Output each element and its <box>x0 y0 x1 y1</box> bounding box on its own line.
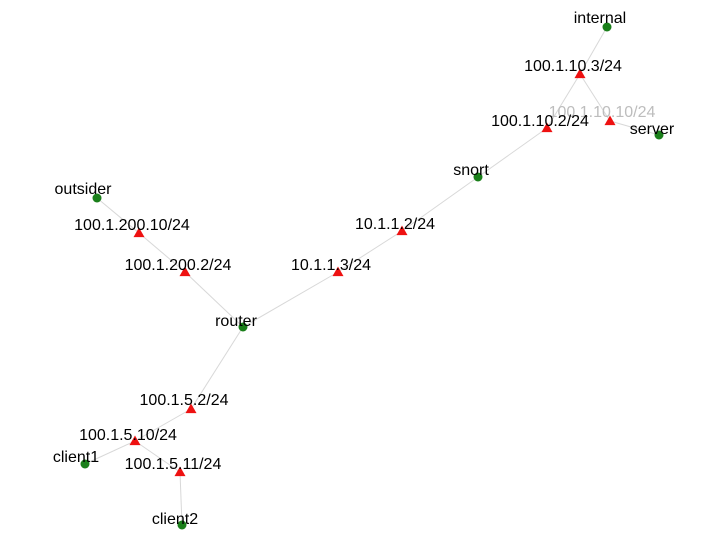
link-internal-to-if-100-1-10-3 <box>579 26 608 75</box>
link-if-100-1-5-2-to-if-100-1-5-10 <box>134 408 192 442</box>
host-label-internal: internal <box>574 10 626 27</box>
link-if-10-1-1-2-to-if-10-1-1-3 <box>337 230 403 273</box>
interface-label-if-100-1-10-2: 100.1.10.2/24 <box>491 113 589 130</box>
link-if-100-1-5-10-to-if-100-1-5-11 <box>134 440 181 473</box>
host-label-router: router <box>215 313 257 330</box>
host-node-internal[interactable] <box>602 22 612 32</box>
host-node-server[interactable] <box>654 130 664 140</box>
link-if-100-1-10-10-to-server <box>609 120 660 136</box>
link-if-100-1-200-10-to-if-100-1-200-2 <box>138 232 186 273</box>
host-label-snort: snort <box>453 162 489 179</box>
interface-label-if-100-1-5-10: 100.1.5.10/24 <box>79 427 177 444</box>
link-if-100-1-5-10-to-client1 <box>84 440 136 465</box>
host-node-client2[interactable] <box>177 520 187 530</box>
link-if-100-1-10-3-to-if-100-1-10-2 <box>546 73 581 129</box>
interface-label-if-10-1-1-3: 10.1.1.3/24 <box>291 257 371 274</box>
host-node-outsider[interactable] <box>92 193 102 203</box>
interface-node-if-10-1-1-3[interactable] <box>332 266 344 277</box>
link-router-to-if-100-1-5-2 <box>190 326 244 410</box>
interface-node-if-100-1-200-10[interactable] <box>133 227 145 238</box>
edges-layer <box>84 26 660 526</box>
interface-node-if-100-1-10-2[interactable] <box>541 122 553 133</box>
interface-label-if-10-1-1-2: 10.1.1.2/24 <box>355 216 435 233</box>
interface-label-if-100-1-200-2: 100.1.200.2/24 <box>125 257 232 274</box>
host-label-client2: client2 <box>152 511 198 528</box>
labels-layer: 100.1.10.3/24 100.1.10.2/24 10.1.1.2/24 10.… <box>53 10 675 528</box>
interface-label-if-100-1-200-10: 100.1.200.10/24 <box>74 217 190 234</box>
link-if-100-1-5-11-to-client2 <box>179 471 183 526</box>
link-if-10-1-1-3-to-router <box>242 271 339 328</box>
host-node-client1[interactable] <box>80 459 90 469</box>
interface-node-if-100-1-10-10[interactable] <box>604 115 616 126</box>
ghost-labels-layer: 100.1.10.10/24 <box>549 104 656 121</box>
host-label-client1: client1 <box>53 449 99 466</box>
link-if-100-1-10-3-to-if-100-1-10-10 <box>579 73 611 122</box>
host-node-router[interactable] <box>238 322 248 332</box>
host-label-outsider: outsider <box>55 181 113 198</box>
interface-node-if-10-1-1-2[interactable] <box>396 225 408 236</box>
interface-node-if-100-1-200-2[interactable] <box>179 266 191 277</box>
interface-label-if-100-1-10-10: 100.1.10.10/24 <box>549 104 656 121</box>
link-outsider-to-if-100-1-200-10 <box>96 197 140 234</box>
interface-label-if-100-1-10-3: 100.1.10.3/24 <box>524 58 622 75</box>
host-label-server: server <box>630 121 675 138</box>
host-node-snort[interactable] <box>473 172 483 182</box>
interface-node-if-100-1-5-10[interactable] <box>129 435 141 446</box>
nodes-layer <box>80 22 664 530</box>
interface-node-if-100-1-10-3[interactable] <box>574 68 586 79</box>
link-snort-to-if-10-1-1-2 <box>401 176 479 232</box>
link-if-100-1-10-2-to-snort <box>477 127 548 178</box>
link-if-100-1-200-2-to-router <box>184 271 244 328</box>
interface-node-if-100-1-5-2[interactable] <box>185 403 197 414</box>
interface-label-if-100-1-5-11: 100.1.5.11/24 <box>125 456 222 473</box>
interface-label-if-100-1-5-2: 100.1.5.2/24 <box>140 392 229 409</box>
interface-node-if-100-1-5-11[interactable] <box>174 466 186 477</box>
